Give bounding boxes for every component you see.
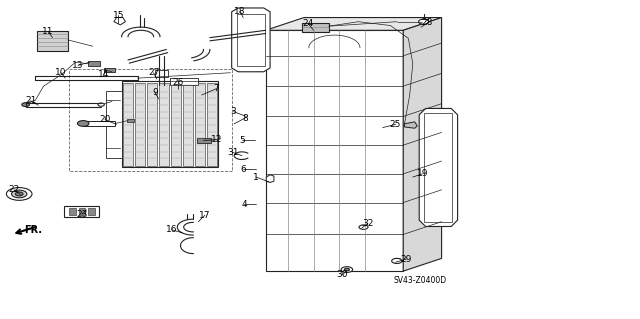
Text: 28: 28: [422, 19, 433, 27]
Text: 32: 32: [362, 219, 374, 228]
Bar: [79, 208, 85, 215]
Bar: [37, 31, 68, 51]
Circle shape: [6, 188, 32, 200]
Text: 11: 11: [42, 27, 54, 36]
Text: 31: 31: [227, 148, 239, 157]
Text: 10: 10: [55, 68, 67, 77]
Text: 13: 13: [72, 61, 84, 70]
Polygon shape: [232, 8, 270, 72]
Bar: [171, 83, 181, 166]
Text: 27: 27: [148, 68, 159, 77]
Text: 12: 12: [211, 135, 222, 144]
Bar: [69, 208, 76, 215]
Bar: [123, 83, 133, 166]
Circle shape: [392, 258, 402, 263]
Bar: [159, 83, 169, 166]
Text: 16: 16: [166, 225, 177, 234]
Polygon shape: [404, 122, 417, 128]
Circle shape: [15, 192, 23, 196]
Bar: [122, 81, 218, 167]
Polygon shape: [114, 18, 125, 25]
Text: 21: 21: [25, 96, 36, 105]
Circle shape: [419, 19, 429, 24]
Text: 19: 19: [417, 169, 428, 178]
Text: 24: 24: [303, 19, 314, 28]
Bar: [83, 121, 115, 126]
Bar: [170, 78, 198, 85]
Polygon shape: [266, 175, 274, 182]
Bar: [147, 83, 157, 166]
Circle shape: [77, 121, 89, 126]
Polygon shape: [266, 18, 442, 30]
Bar: [88, 208, 95, 215]
Text: FR.: FR.: [24, 225, 42, 235]
Text: 1: 1: [253, 173, 259, 182]
Circle shape: [359, 225, 368, 229]
Circle shape: [22, 103, 29, 107]
Text: 9: 9: [152, 88, 157, 97]
Circle shape: [341, 267, 353, 272]
Circle shape: [98, 103, 104, 106]
Text: 5: 5: [239, 136, 244, 145]
Bar: [127, 119, 134, 122]
Bar: [64, 206, 99, 217]
Text: 30: 30: [337, 271, 348, 279]
Circle shape: [12, 190, 27, 198]
Polygon shape: [403, 18, 442, 271]
Text: 4: 4: [242, 200, 247, 209]
Text: 18: 18: [234, 7, 246, 16]
Text: 23: 23: [76, 210, 88, 219]
Bar: [88, 61, 100, 66]
Bar: [195, 83, 205, 166]
Text: 20: 20: [99, 115, 111, 124]
Text: 25: 25: [390, 120, 401, 129]
Text: 26: 26: [172, 78, 184, 87]
Text: 7: 7: [214, 84, 219, 93]
Text: 17: 17: [199, 211, 211, 220]
Text: 29: 29: [401, 255, 412, 263]
Circle shape: [344, 268, 349, 271]
Text: 6: 6: [241, 165, 246, 174]
Bar: [183, 83, 193, 166]
Text: 8: 8: [243, 114, 248, 122]
Bar: [197, 138, 211, 143]
Polygon shape: [266, 30, 403, 271]
Text: SV43-Z0400D: SV43-Z0400D: [394, 276, 447, 285]
Bar: [302, 23, 329, 32]
Text: 14: 14: [98, 70, 109, 79]
Bar: [106, 91, 122, 158]
Text: 3: 3: [231, 107, 236, 116]
Text: 22: 22: [8, 185, 20, 194]
Bar: [69, 69, 232, 171]
Text: 15: 15: [113, 11, 124, 20]
Bar: [135, 83, 145, 166]
Polygon shape: [419, 108, 458, 226]
Bar: [207, 83, 217, 166]
Bar: [155, 70, 168, 77]
Bar: [104, 68, 115, 72]
